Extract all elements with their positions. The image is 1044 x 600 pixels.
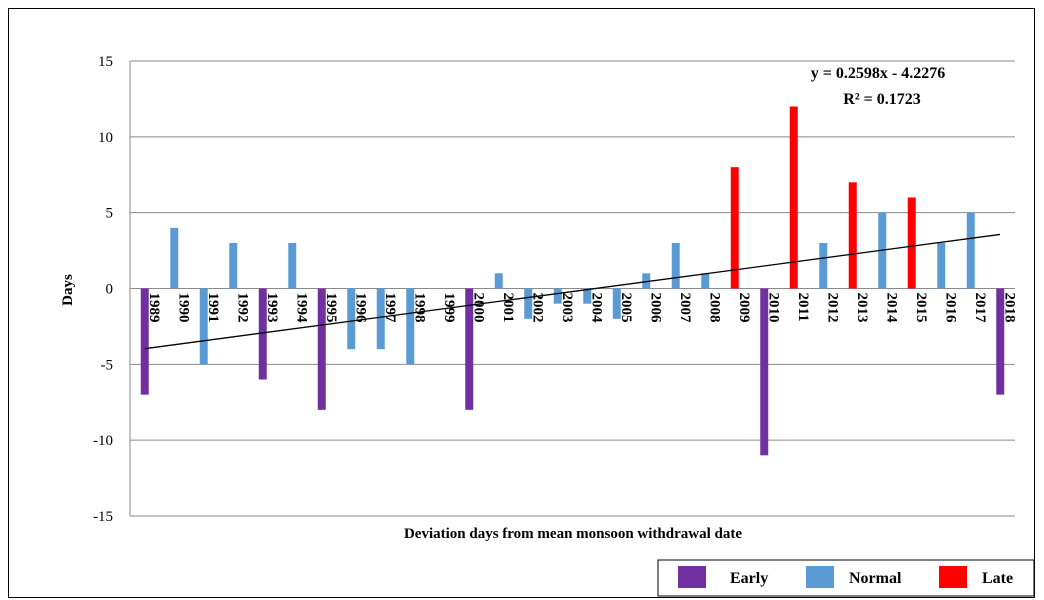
bar-1991 [199, 288, 208, 365]
bar-2008 [701, 273, 710, 289]
year-label-2015: 2015 [913, 293, 929, 323]
bar-2013 [848, 182, 857, 289]
legend-swatch-normal [806, 566, 834, 588]
x-axis-title: Deviation days from mean monsoon withdra… [404, 526, 742, 542]
legend-label-early: Early [730, 570, 768, 587]
year-label-2018: 2018 [1001, 293, 1017, 323]
bar-2012 [819, 243, 828, 289]
year-label-1989: 1989 [146, 293, 162, 323]
y-tick-label: -15 [93, 509, 113, 525]
year-label-1998: 1998 [411, 293, 427, 323]
year-label-1997: 1997 [382, 293, 398, 324]
legend-swatch-late [939, 566, 967, 588]
bar-1998 [406, 288, 415, 365]
year-labels: 1989 1990 1991 1992 1993 1994 1995 1996 1997 1998… [146, 293, 1018, 324]
y-tick-label: 15 [98, 54, 113, 70]
bar-2010 [760, 288, 769, 456]
bar-2018 [996, 288, 1005, 395]
year-label-2003: 2003 [559, 293, 575, 323]
bar-2003 [553, 288, 562, 304]
bar-2006 [642, 273, 651, 289]
year-label-2011: 2011 [795, 293, 811, 322]
bar-2002 [524, 288, 533, 319]
bar-2016 [937, 243, 946, 289]
y-axis-title: Days [60, 274, 76, 306]
chart-frame [8, 8, 1035, 598]
bar-2017 [966, 212, 975, 289]
year-label-2005: 2005 [618, 293, 634, 323]
bar-1994 [288, 243, 297, 289]
bar-1990 [170, 227, 179, 289]
year-label-1993: 1993 [264, 293, 280, 323]
year-label-2017: 2017 [972, 293, 988, 324]
legend-box [657, 559, 1035, 597]
year-label-2010: 2010 [765, 293, 781, 323]
year-label-2013: 2013 [854, 293, 870, 323]
legend: Early Normal Late [657, 559, 1035, 597]
year-label-1994: 1994 [293, 293, 309, 324]
trendline [144, 233, 1001, 350]
legend-label-normal: Normal [849, 570, 902, 587]
bar-2009 [730, 167, 739, 289]
y-tick-label: 5 [106, 206, 114, 222]
year-label-2000: 2000 [470, 293, 486, 323]
bar-2005 [612, 288, 621, 319]
year-label-1995: 1995 [323, 293, 339, 323]
year-label-1996: 1996 [352, 293, 368, 324]
legend-label-late: Late [982, 570, 1013, 587]
bar-2011 [789, 106, 798, 289]
bar-1996 [347, 288, 356, 350]
year-label-2004: 2004 [588, 293, 604, 324]
bar-2007 [671, 243, 680, 289]
year-label-1991: 1991 [205, 293, 221, 323]
y-tick-label: 0 [106, 282, 114, 298]
y-tick-label: -10 [93, 433, 113, 449]
y-tick-label: -5 [101, 357, 114, 373]
legend-swatch-early [678, 566, 706, 588]
year-label-2008: 2008 [706, 293, 722, 323]
bar-2004 [583, 288, 592, 304]
year-label-2012: 2012 [824, 293, 840, 323]
bars [140, 106, 1005, 456]
year-label-2016: 2016 [942, 293, 958, 324]
bar-1995 [317, 288, 326, 410]
y-axis-ticks: 15 10 5 0 -5 -10 -15 [93, 54, 113, 525]
year-label-2014: 2014 [883, 293, 899, 324]
gridlines [129, 60, 1015, 517]
bar-1989 [140, 288, 149, 395]
year-label-1992: 1992 [234, 293, 250, 323]
bar-1992 [229, 243, 238, 289]
trendline-r-squared: R² = 0.1723 [843, 91, 920, 108]
trendline-equation: y = 0.2598x - 4.2276 [811, 65, 945, 82]
year-label-2006: 2006 [647, 293, 663, 324]
bar-2015 [907, 197, 916, 289]
bar-1993 [258, 288, 267, 380]
bar-2001 [494, 273, 503, 289]
year-label-2001: 2001 [500, 293, 516, 323]
year-label-2002: 2002 [529, 293, 545, 323]
bar-1997 [376, 288, 385, 350]
y-tick-label: 10 [98, 130, 113, 146]
bar-2000 [465, 288, 474, 410]
year-label-2007: 2007 [677, 293, 693, 324]
year-label-2009: 2009 [736, 293, 752, 323]
year-label-1990: 1990 [175, 293, 191, 323]
